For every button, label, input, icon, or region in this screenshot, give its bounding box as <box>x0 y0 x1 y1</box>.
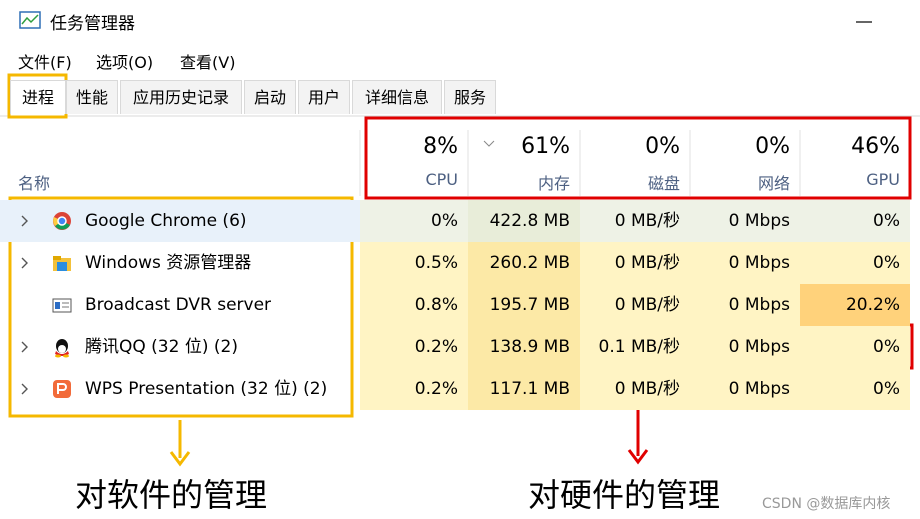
expand-chevron[interactable] <box>20 257 30 269</box>
process-name[interactable]: WPS Presentation (32 位) (2) <box>85 379 328 399</box>
resource-cell: 117.1 MB <box>468 368 580 410</box>
resource-cell: 0.2% <box>360 326 468 368</box>
resource-cell: 0% <box>360 200 468 242</box>
menu-item[interactable]: 查看(V) <box>180 53 236 72</box>
process-name[interactable]: Windows 资源管理器 <box>85 253 252 273</box>
resource-cell: 422.8 MB <box>468 200 580 242</box>
resource-cell: 0 Mbps <box>690 326 800 368</box>
process-icon <box>55 339 69 358</box>
resource-cell: 0 MB/秒 <box>580 368 690 410</box>
resource-cell: 0% <box>800 242 910 284</box>
tab[interactable]: 进程 <box>10 80 66 114</box>
resource-cell: 0.8% <box>360 284 468 326</box>
resource-cell: 0% <box>800 326 910 368</box>
resource-cell: 195.7 MB <box>468 284 580 326</box>
expand-chevron[interactable] <box>20 341 30 353</box>
column-label[interactable]: CPU <box>425 170 458 189</box>
column-label[interactable]: 磁盘 <box>647 174 680 193</box>
resource-cell: 260.2 MB <box>468 242 580 284</box>
software-annotation: 对软件的管理 <box>75 476 268 514</box>
menu-item[interactable]: 文件(F) <box>18 53 72 72</box>
resource-cell: 0 MB/秒 <box>580 200 690 242</box>
resource-cell: 0.1 MB/秒 <box>580 326 690 368</box>
resource-cell: 0% <box>800 200 910 242</box>
resource-cell: 138.9 MB <box>468 326 580 368</box>
process-icon <box>53 380 71 398</box>
column-label[interactable]: 网络 <box>757 174 790 193</box>
tab[interactable]: 详细信息 <box>352 80 442 114</box>
hardware-annotation: 对硬件的管理 <box>528 476 721 514</box>
column-percent[interactable]: 61% <box>521 134 570 159</box>
watermark: CSDN @数据库内核 <box>762 496 891 512</box>
process-name[interactable]: Google Chrome (6) <box>85 211 247 231</box>
expand-chevron[interactable] <box>20 215 30 227</box>
tab[interactable]: 性能 <box>66 80 118 114</box>
process-icon <box>53 256 71 271</box>
process-icon <box>53 212 71 230</box>
column-percent[interactable]: 0% <box>645 134 680 159</box>
tab[interactable]: 应用历史记录 <box>120 80 242 114</box>
column-percent[interactable]: 0% <box>755 134 790 159</box>
process-icon <box>52 298 72 313</box>
resource-cell: 0.2% <box>360 368 468 410</box>
column-label[interactable]: GPU <box>866 170 900 189</box>
window-title: 任务管理器 <box>50 14 135 34</box>
app-icon <box>19 11 41 29</box>
resource-cell: 0 Mbps <box>690 368 800 410</box>
column-label[interactable]: 内存 <box>537 174 570 193</box>
resource-cell: 0% <box>800 368 910 410</box>
menu-item[interactable]: 选项(O) <box>96 53 154 72</box>
resource-cell: 0 MB/秒 <box>580 242 690 284</box>
resource-cell: 0 Mbps <box>690 200 800 242</box>
resource-cell: 0 MB/秒 <box>580 284 690 326</box>
process-name[interactable]: 腾讯QQ (32 位) (2) <box>85 337 238 357</box>
expand-chevron[interactable] <box>20 383 30 395</box>
process-name[interactable]: Broadcast DVR server <box>85 295 272 315</box>
resource-cell: 0 Mbps <box>690 284 800 326</box>
tab[interactable]: 服务 <box>444 80 496 114</box>
resource-cell: 0.5% <box>360 242 468 284</box>
tab[interactable]: 用户 <box>298 80 350 114</box>
name-header[interactable]: 名称 <box>18 174 51 193</box>
column-percent[interactable]: 8% <box>423 134 458 159</box>
resource-cell: 0 Mbps <box>690 242 800 284</box>
column-percent[interactable]: 46% <box>851 134 900 159</box>
resource-cell: 20.2% <box>800 284 910 326</box>
tab[interactable]: 启动 <box>244 80 296 114</box>
